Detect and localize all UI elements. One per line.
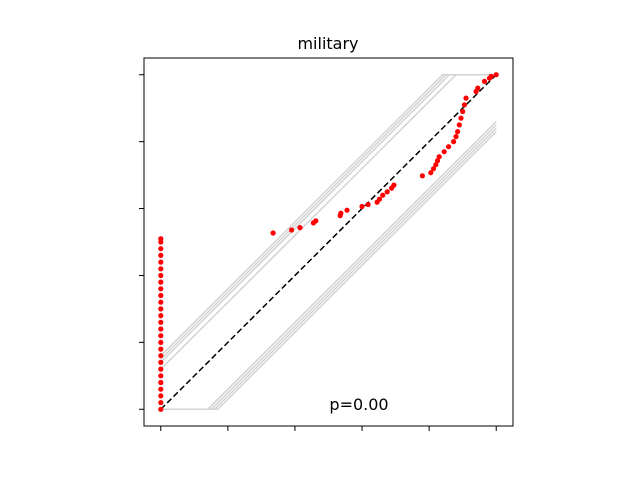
data-point bbox=[158, 252, 164, 258]
data-point bbox=[430, 166, 437, 172]
data-point bbox=[270, 230, 276, 236]
data-point bbox=[158, 313, 164, 319]
data-point bbox=[158, 286, 164, 292]
data-point bbox=[158, 393, 164, 399]
band-line bbox=[160, 124, 497, 411]
data-point bbox=[376, 196, 383, 202]
data-point bbox=[158, 373, 164, 379]
data-point bbox=[158, 299, 164, 305]
data-point bbox=[158, 353, 164, 359]
data-point bbox=[436, 154, 442, 160]
band-line bbox=[160, 73, 497, 360]
data-point bbox=[419, 173, 425, 179]
data-point bbox=[428, 170, 434, 176]
data-point bbox=[434, 158, 441, 164]
data-point bbox=[488, 73, 494, 79]
data-point bbox=[313, 218, 319, 224]
data-points bbox=[158, 72, 499, 412]
data-point bbox=[391, 182, 397, 188]
band-line bbox=[160, 121, 497, 411]
identity-line bbox=[160, 74, 497, 410]
data-point bbox=[384, 189, 390, 195]
data-point bbox=[481, 78, 488, 84]
data-point bbox=[158, 306, 164, 312]
data-point bbox=[158, 406, 164, 412]
data-point bbox=[463, 95, 469, 101]
confidence-band-lines bbox=[160, 73, 497, 411]
data-point bbox=[158, 319, 164, 325]
band-line bbox=[160, 127, 497, 411]
axes-frame bbox=[143, 57, 514, 427]
data-point bbox=[493, 72, 499, 78]
data-point bbox=[475, 85, 481, 91]
data-point bbox=[451, 139, 457, 145]
data-point bbox=[344, 207, 350, 213]
data-point bbox=[359, 203, 365, 210]
data-point bbox=[158, 292, 164, 299]
data-point bbox=[158, 359, 164, 365]
data-point bbox=[461, 102, 467, 108]
data-point bbox=[460, 108, 466, 115]
data-point bbox=[453, 134, 459, 140]
data-point bbox=[158, 326, 164, 332]
band-line bbox=[160, 131, 497, 411]
data-point bbox=[455, 129, 461, 135]
data-point bbox=[380, 192, 386, 198]
y-axis-ticks bbox=[139, 74, 144, 410]
data-point bbox=[158, 236, 164, 242]
data-point bbox=[158, 386, 164, 392]
data-point bbox=[446, 144, 452, 150]
data-point bbox=[433, 162, 439, 168]
data-point bbox=[458, 115, 464, 121]
data-point bbox=[158, 272, 164, 279]
band-line bbox=[160, 73, 497, 370]
data-point bbox=[158, 400, 164, 406]
data-point bbox=[158, 339, 164, 345]
data-point bbox=[365, 201, 371, 208]
chart-title: military bbox=[297, 34, 358, 53]
data-point bbox=[158, 379, 164, 386]
data-point bbox=[456, 122, 462, 128]
reference-line bbox=[160, 74, 497, 410]
band-line bbox=[160, 73, 497, 357]
data-point bbox=[289, 227, 295, 233]
data-point bbox=[441, 149, 447, 155]
x-axis-ticks bbox=[160, 426, 497, 431]
data-point bbox=[158, 246, 164, 252]
data-point bbox=[158, 279, 164, 285]
data-point bbox=[338, 210, 344, 216]
data-point bbox=[158, 259, 164, 265]
data-point bbox=[158, 333, 164, 339]
p-value-annotation: p=0.00 bbox=[329, 395, 388, 414]
data-point bbox=[297, 225, 303, 231]
data-point bbox=[158, 366, 164, 372]
data-point bbox=[158, 266, 164, 272]
data-point bbox=[158, 346, 164, 352]
